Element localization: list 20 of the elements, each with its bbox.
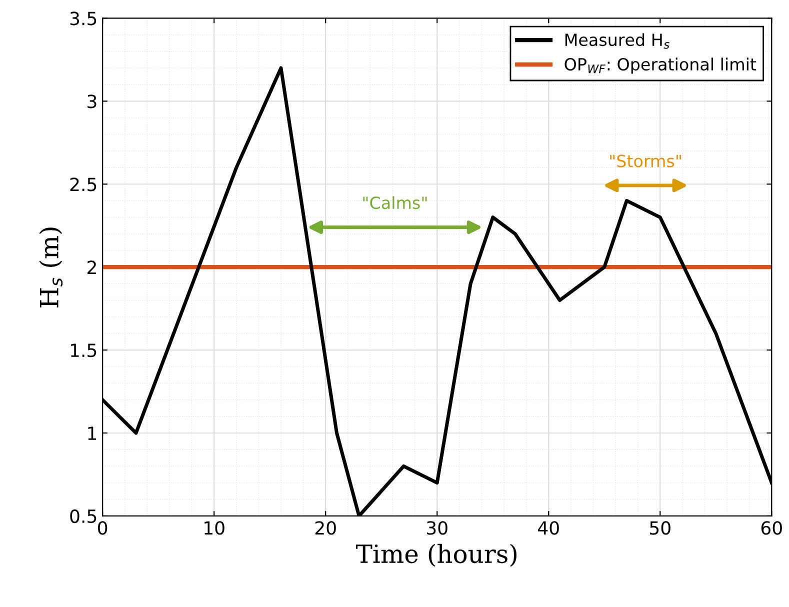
y-tick-label: 2: [88, 260, 96, 274]
x-tick-label: 50: [650, 521, 670, 535]
annotation: "Storms": [610, 154, 681, 168]
y-tick-label: 0.5: [70, 509, 96, 524]
x-tick-label: 60: [761, 521, 782, 535]
y-tick-label: 3.5: [70, 12, 96, 26]
x-tick-label: 20: [315, 521, 336, 535]
annotation: "Calms": [363, 196, 427, 210]
y-tick-label: 2.5: [70, 178, 96, 192]
y-tick-label: 3: [88, 94, 96, 108]
legend-label: OP$_{WF}$: Operational limit: [564, 58, 756, 74]
x-tick-label: 30: [426, 521, 448, 535]
x-axis-title: Time (hours): [356, 544, 516, 567]
y-tick-label: 1.5: [70, 344, 96, 358]
x-tick-label: 10: [204, 521, 224, 535]
x-tick-label: 0: [98, 521, 108, 535]
y-axis-title: H$_{s}$ (m): [39, 228, 63, 308]
y-tick-label: 1: [88, 426, 96, 440]
legend-label: Measured H$_{s}$: [565, 33, 670, 49]
x-tick-label: 40: [538, 521, 559, 535]
